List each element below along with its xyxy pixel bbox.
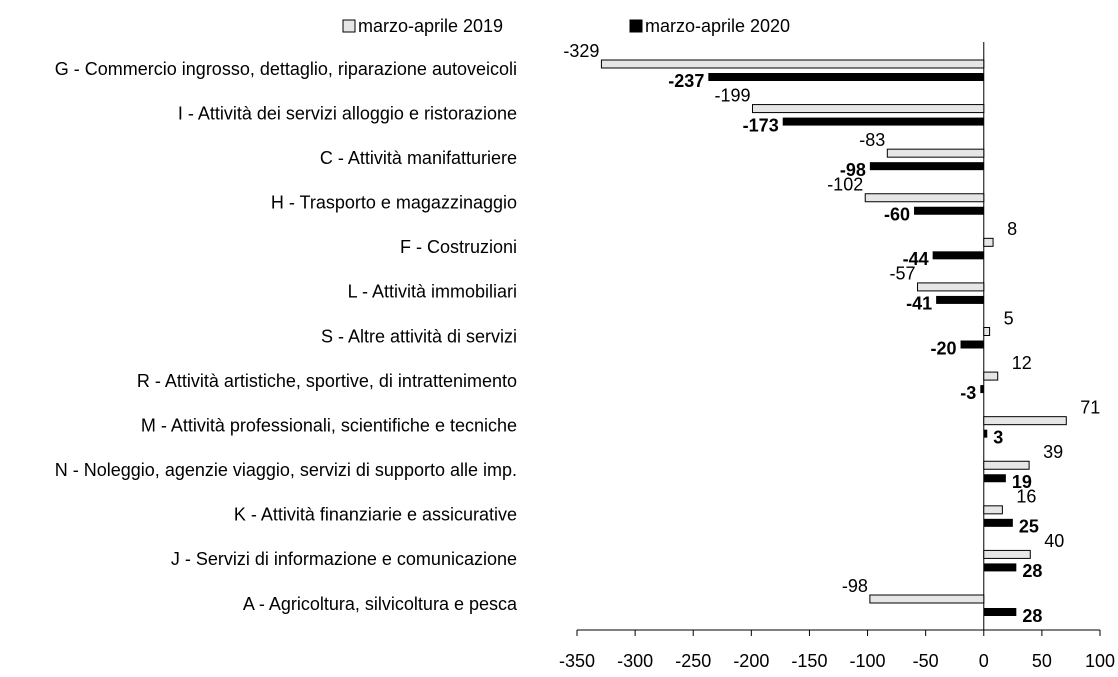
value-label: 40 — [1044, 531, 1064, 551]
value-label: 28 — [1022, 606, 1042, 626]
value-label: 8 — [1007, 219, 1017, 239]
category-label: R - Attività artistiche, sportive, di in… — [137, 371, 517, 391]
value-label: -199 — [714, 85, 750, 105]
legend-swatch — [342, 19, 356, 33]
value-label: -83 — [859, 130, 885, 150]
category-label: J - Servizi di informazione e comunicazi… — [171, 549, 517, 569]
value-label: 19 — [1012, 472, 1032, 492]
bar — [751, 104, 985, 114]
bar — [864, 193, 985, 203]
x-tick-label: -350 — [559, 651, 595, 671]
value-label: 39 — [1043, 442, 1063, 462]
value-label: 12 — [1012, 353, 1032, 373]
value-label: -173 — [743, 115, 779, 135]
bar — [936, 295, 984, 304]
bar — [983, 563, 1017, 572]
value-label: 25 — [1019, 517, 1039, 537]
bar — [983, 518, 1013, 527]
x-tick-label: -100 — [850, 651, 886, 671]
value-label: -102 — [827, 175, 863, 195]
value-label: 16 — [1016, 487, 1036, 507]
bar — [960, 340, 984, 349]
legend-label: marzo-aprile 2020 — [645, 16, 790, 36]
bar — [983, 429, 988, 438]
bar — [782, 117, 984, 126]
x-tick-label: 100 — [1085, 651, 1115, 671]
x-tick-label: 50 — [1032, 651, 1052, 671]
x-tick-label: -50 — [913, 651, 939, 671]
category-label: F - Costruzioni — [400, 237, 517, 257]
category-label: S - Altre attività di servizi — [321, 326, 517, 346]
x-tick-label: -300 — [617, 651, 653, 671]
bar — [983, 549, 1031, 559]
value-label: -44 — [903, 249, 929, 269]
bar — [983, 460, 1030, 470]
bar — [983, 237, 994, 247]
value-label: -329 — [563, 41, 599, 61]
value-label: -20 — [931, 338, 957, 358]
bar — [869, 594, 985, 604]
bar — [600, 59, 985, 69]
value-label: -98 — [842, 576, 868, 596]
bar — [983, 608, 1017, 616]
bar — [932, 251, 984, 260]
category-label: I - Attività dei servizi alloggio e rist… — [178, 103, 517, 123]
category-label: M - Attività professionali, scientifiche… — [141, 415, 517, 435]
category-label: C - Attività manifatturiere — [320, 148, 517, 168]
bar — [708, 73, 984, 81]
category-label: K - Attività finanziarie e assicurative — [234, 505, 517, 525]
value-label: -41 — [906, 294, 932, 314]
legend-label: marzo-aprile 2019 — [358, 16, 503, 36]
category-label: L - Attività immobiliari — [348, 282, 517, 302]
bar — [869, 162, 984, 171]
value-label: -98 — [840, 160, 866, 180]
bar — [886, 148, 985, 158]
x-tick-label: -200 — [733, 651, 769, 671]
bar — [980, 385, 984, 394]
bar — [983, 416, 1067, 426]
value-label: 28 — [1022, 561, 1042, 581]
value-label: -57 — [890, 264, 916, 284]
legend-swatch — [629, 19, 643, 33]
category-label: H - Trasporto e magazzinaggio — [271, 193, 517, 213]
value-label: -237 — [668, 71, 704, 91]
value-label: -3 — [960, 383, 976, 403]
value-label: 71 — [1080, 397, 1100, 417]
bar — [917, 282, 985, 292]
x-tick-label: 0 — [979, 651, 989, 671]
value-label: 5 — [1004, 308, 1014, 328]
bar — [983, 505, 1003, 515]
value-label: 3 — [993, 427, 1003, 447]
bar — [983, 474, 1006, 483]
bar — [914, 206, 984, 215]
bar — [983, 327, 991, 336]
category-label: N - Noleggio, agenzie viaggio, servizi d… — [55, 460, 517, 480]
x-tick-label: -150 — [791, 651, 827, 671]
x-tick-label: -250 — [675, 651, 711, 671]
value-label: -60 — [884, 205, 910, 225]
category-label: G - Commercio ingrosso, dettaglio, ripar… — [55, 59, 517, 79]
category-label: A - Agricoltura, silvicoltura e pesca — [243, 594, 518, 614]
bar — [983, 371, 999, 381]
